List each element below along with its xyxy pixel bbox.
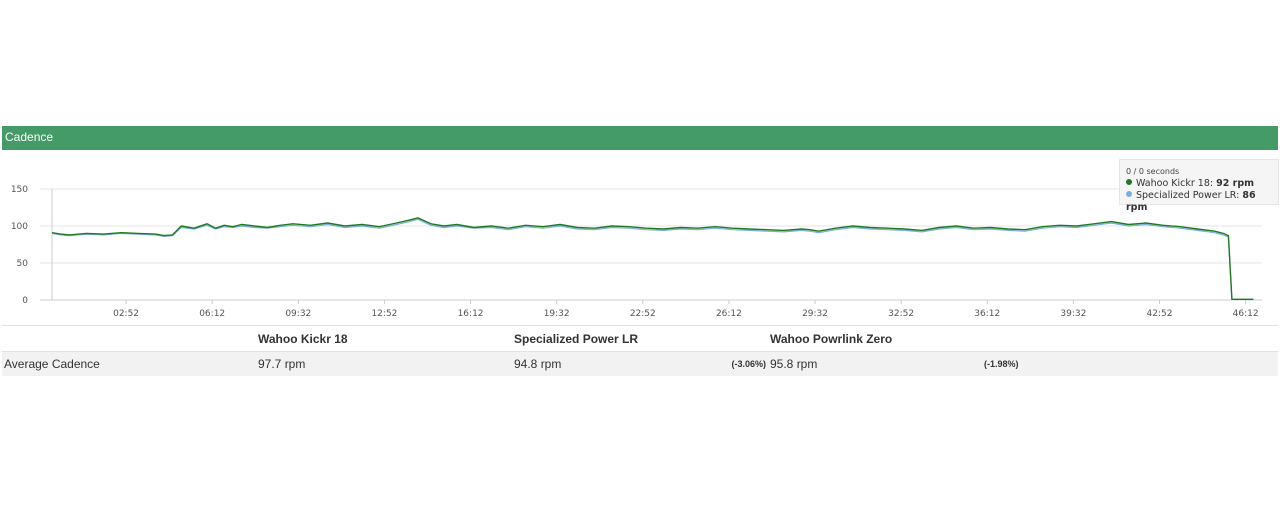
- x-tick-label: 02:52: [113, 309, 139, 319]
- tooltip-series-value: 86 rpm: [1126, 190, 1256, 213]
- x-tick-label: 06:12: [199, 309, 225, 319]
- series-line: [51, 218, 1254, 300]
- y-tick-label: 100: [11, 222, 28, 232]
- series-dot-icon: [1126, 179, 1132, 185]
- panel-header: Cadence: [2, 126, 1278, 150]
- x-tick-label: 12:52: [371, 309, 397, 319]
- powrlink-diff: (-1.98%): [984, 351, 1278, 376]
- table-header: Specialized Power LR: [514, 325, 728, 352]
- cadence-chart[interactable]: 0 50 100 150 02:52 06:12 09:32 12:52 16:12 19:32 2…: [0, 150, 1280, 326]
- powrlink-value: 95.8 rpm: [770, 351, 984, 376]
- kickr-value: 97.7 rpm: [258, 351, 514, 376]
- stats-table: Wahoo Kickr 18 Specialized Power LR Waho…: [2, 325, 1278, 376]
- series-dot-icon: [1126, 191, 1132, 197]
- x-tick-label: 42:52: [1147, 309, 1173, 319]
- tooltip-time: 0 / 0 seconds: [1126, 167, 1180, 176]
- tooltip-entry-specialized: Specialized Power LR: 86 rpm: [1126, 190, 1256, 213]
- x-tick-label: 09:32: [285, 309, 311, 319]
- tooltip-entry-kickr: Wahoo Kickr 18: 92 rpm: [1126, 178, 1278, 190]
- tooltip-series-name: Wahoo Kickr 18: [1136, 178, 1210, 189]
- table-header: Wahoo Powrlink Zero: [770, 325, 984, 352]
- table-header-row: Wahoo Kickr 18 Specialized Power LR Waho…: [2, 325, 1278, 352]
- series-line: [51, 217, 1254, 300]
- table-header: [984, 325, 1278, 352]
- chart-svg: 0 50 100 150 02:52 06:12 09:32 12:52 16:12 19:32 2…: [11, 185, 1262, 319]
- y-tick-label: 150: [11, 185, 28, 195]
- specialized-diff: (-3.06%): [728, 351, 770, 376]
- x-tick-label: 26:12: [716, 309, 742, 319]
- x-tick-label: 36:12: [974, 309, 1000, 319]
- table-row: Average Cadence 97.7 rpm 94.8 rpm (-3.06…: [2, 351, 1278, 376]
- y-tick-label: 50: [17, 259, 29, 269]
- tooltip-series-name: Specialized Power LR: [1136, 190, 1237, 201]
- x-tick-label: 22:52: [630, 309, 656, 319]
- specialized-value: 94.8 rpm: [514, 351, 728, 376]
- table-header: [2, 325, 258, 352]
- x-tick-label: 29:32: [802, 309, 828, 319]
- x-tick-label: 39:32: [1060, 309, 1086, 319]
- row-label: Average Cadence: [2, 351, 258, 376]
- x-tick-label: 19:32: [544, 309, 570, 319]
- x-tick-label: 46:12: [1233, 309, 1259, 319]
- x-tick-label: 32:52: [888, 309, 914, 319]
- y-tick-label: 0: [22, 296, 28, 306]
- chart-tooltip: 0 / 0 seconds Wahoo Kickr 18: 92 rpm Spe…: [1119, 159, 1279, 213]
- table-header: Wahoo Kickr 18: [258, 325, 514, 352]
- panel-title: Cadence: [5, 130, 54, 144]
- x-tick-label: 16:12: [458, 309, 484, 319]
- tooltip-series-value: 92 rpm: [1216, 178, 1255, 189]
- powrlink-diff-text: (-1.98%): [984, 359, 1019, 369]
- table-header: [728, 325, 770, 352]
